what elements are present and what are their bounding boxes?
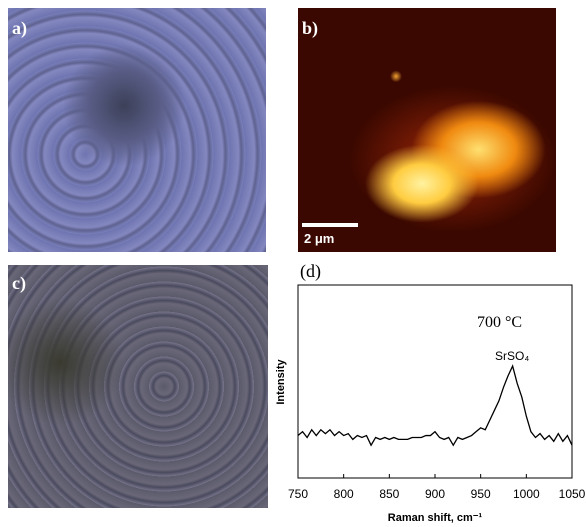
panel-label: (d) (300, 261, 321, 282)
figure: a) b) 2 μm c) (d) 700 °C SrSO₄ Raman shi… (0, 0, 586, 527)
x-tick-label: 850 (379, 487, 399, 501)
chart: (d) 700 °C SrSO₄ Raman shift, cm⁻¹ Inten… (0, 0, 586, 527)
plot-frame (298, 285, 572, 478)
x-tick-label: 800 (334, 487, 354, 501)
x-tick-label: 750 (288, 487, 308, 501)
x-tick-label: 1050 (559, 487, 586, 501)
spectrum-line (298, 366, 572, 445)
x-tick-label: 900 (425, 487, 445, 501)
x-axis-label: Raman shift, cm⁻¹ (388, 512, 483, 524)
y-axis-label: Intensity (275, 359, 287, 405)
annotation: 700 °C (477, 314, 522, 331)
annotation: SrSO₄ (495, 349, 529, 363)
x-tick-label: 950 (471, 487, 491, 501)
x-tick-label: 1000 (513, 487, 540, 501)
